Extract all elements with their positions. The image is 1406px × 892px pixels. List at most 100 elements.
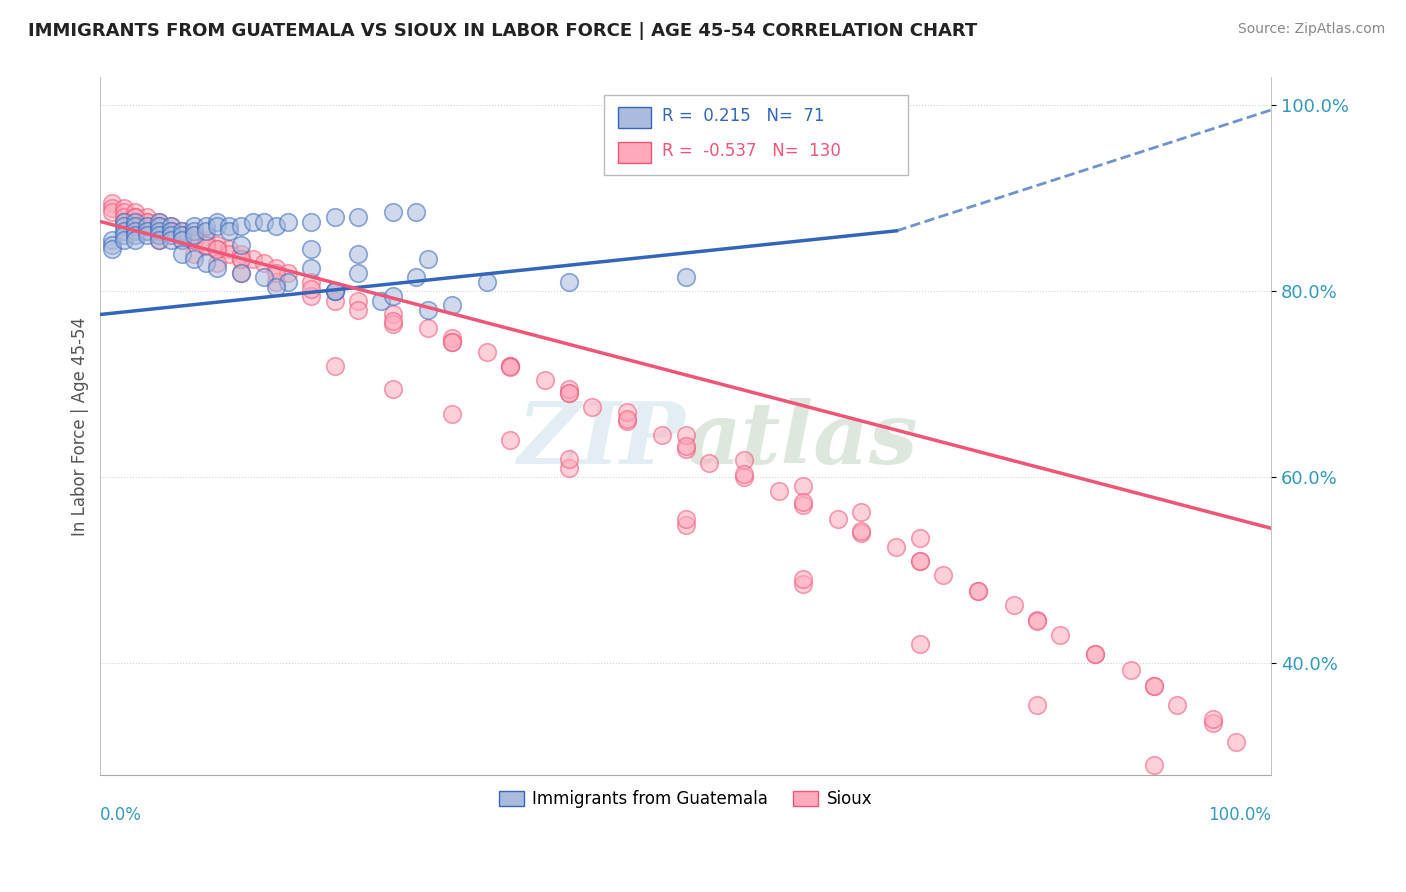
Point xyxy=(967,583,990,598)
Point xyxy=(253,270,276,285)
Point xyxy=(733,453,755,467)
Point xyxy=(124,219,146,234)
Point xyxy=(172,224,194,238)
Point xyxy=(1026,613,1049,627)
Point xyxy=(124,224,146,238)
Point xyxy=(148,219,170,234)
Point xyxy=(183,233,205,247)
Point xyxy=(347,210,370,224)
Point xyxy=(229,247,252,261)
Point xyxy=(172,247,194,261)
Point xyxy=(159,224,181,238)
Point xyxy=(499,360,522,375)
Point xyxy=(112,233,135,247)
Point xyxy=(183,228,205,243)
Point xyxy=(382,308,405,322)
Point xyxy=(323,210,346,224)
Point xyxy=(112,201,135,215)
Point xyxy=(1002,599,1025,613)
Point xyxy=(405,270,427,285)
Point xyxy=(136,219,159,234)
Point xyxy=(768,484,790,499)
Point xyxy=(229,266,252,280)
Point xyxy=(440,407,463,421)
Point xyxy=(557,275,579,289)
Y-axis label: In Labor Force | Age 45-54: In Labor Force | Age 45-54 xyxy=(72,317,89,535)
Point xyxy=(112,214,135,228)
Point xyxy=(697,456,720,470)
Legend: Immigrants from Guatemala, Sioux: Immigrants from Guatemala, Sioux xyxy=(492,784,879,815)
Point xyxy=(1084,647,1107,661)
Point xyxy=(792,577,814,591)
Point xyxy=(370,293,392,308)
Point xyxy=(382,314,405,328)
Point xyxy=(148,219,170,234)
Point xyxy=(112,214,135,228)
Point xyxy=(792,479,814,493)
Point xyxy=(136,214,159,228)
Point xyxy=(194,219,217,234)
Point xyxy=(1119,664,1142,678)
Point xyxy=(382,317,405,331)
Point xyxy=(148,228,170,243)
Point xyxy=(159,219,181,234)
Text: 0.0%: 0.0% xyxy=(100,806,142,824)
Bar xyxy=(617,107,651,128)
Point xyxy=(418,252,440,266)
Point xyxy=(159,228,181,243)
Point xyxy=(148,214,170,228)
Point xyxy=(194,237,217,252)
Point xyxy=(827,512,849,526)
Point xyxy=(194,237,217,252)
Point xyxy=(229,219,252,234)
Point xyxy=(264,219,287,234)
Point xyxy=(264,260,287,275)
Point xyxy=(136,210,159,224)
Point xyxy=(277,214,299,228)
Point xyxy=(323,284,346,298)
Point xyxy=(159,224,181,238)
Point xyxy=(148,233,170,247)
Point xyxy=(792,498,814,512)
Point xyxy=(557,386,579,401)
Point xyxy=(159,224,181,238)
Point xyxy=(382,205,405,219)
Point xyxy=(172,228,194,243)
Point xyxy=(347,293,370,308)
Text: Source: ZipAtlas.com: Source: ZipAtlas.com xyxy=(1237,22,1385,37)
Point xyxy=(499,359,522,373)
Point xyxy=(101,243,124,257)
FancyBboxPatch shape xyxy=(603,95,908,175)
Point xyxy=(299,260,322,275)
Point xyxy=(218,247,240,261)
Point xyxy=(733,470,755,484)
Point xyxy=(851,524,873,538)
Point xyxy=(382,289,405,303)
Point xyxy=(101,201,124,215)
Point xyxy=(382,382,405,396)
Point xyxy=(264,279,287,293)
Point xyxy=(253,256,276,270)
Point xyxy=(299,275,322,289)
Point xyxy=(112,224,135,238)
Point xyxy=(124,214,146,228)
Point xyxy=(183,228,205,243)
Point xyxy=(475,275,498,289)
Point xyxy=(229,252,252,266)
Point xyxy=(136,224,159,238)
Point xyxy=(172,233,194,247)
Point xyxy=(124,219,146,234)
Point xyxy=(148,224,170,238)
Point xyxy=(675,270,697,285)
Point xyxy=(242,214,264,228)
Point xyxy=(172,224,194,238)
Point xyxy=(651,428,673,442)
Point xyxy=(218,243,240,257)
Point xyxy=(101,233,124,247)
Point xyxy=(616,412,638,426)
Point xyxy=(908,554,931,568)
Point xyxy=(675,518,697,533)
Point xyxy=(557,386,579,401)
Point xyxy=(229,266,252,280)
Point xyxy=(159,219,181,234)
